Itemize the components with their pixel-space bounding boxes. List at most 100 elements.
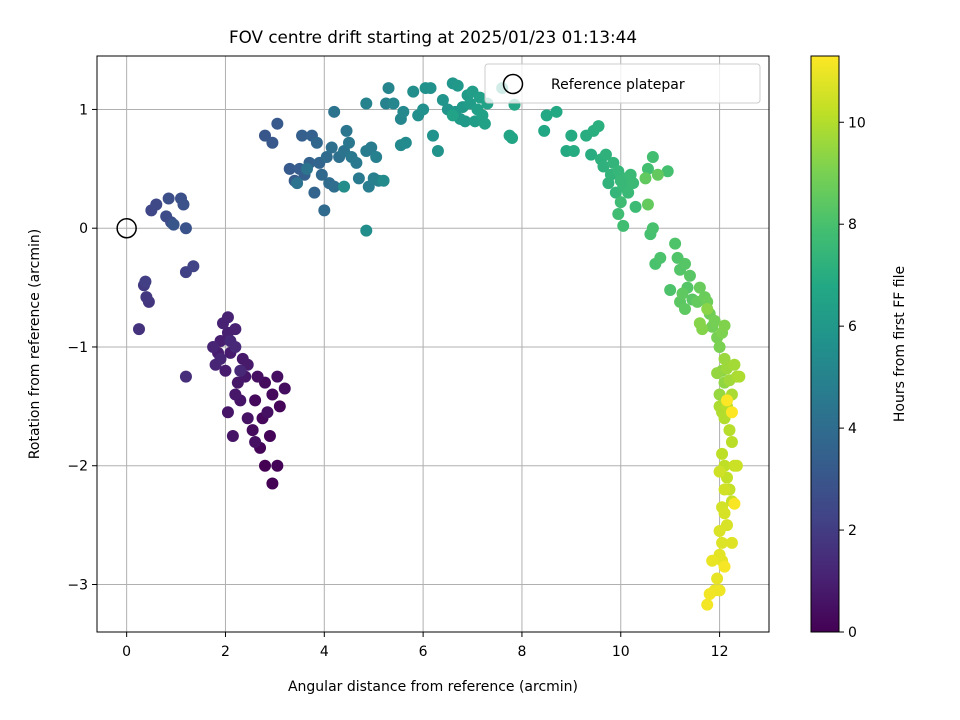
data-point: [565, 129, 578, 142]
data-point: [427, 129, 439, 142]
data-point: [226, 430, 239, 443]
data-point: [407, 85, 420, 98]
x-tick-label: 10: [612, 644, 630, 660]
data-point: [538, 124, 551, 137]
data-point: [451, 79, 464, 92]
data-point: [328, 180, 341, 193]
data-point: [315, 168, 328, 181]
data-point: [725, 406, 738, 419]
data-point: [229, 323, 242, 336]
data-point: [328, 105, 341, 118]
data-point: [177, 198, 190, 211]
data-point: [261, 406, 274, 419]
data-point: [718, 483, 731, 496]
data-point: [693, 317, 706, 330]
data-point: [708, 314, 721, 327]
data-point: [711, 367, 724, 380]
data-point: [629, 200, 642, 213]
data-point: [540, 109, 553, 122]
colorbar-tick-label: 2: [848, 523, 857, 539]
data-point: [730, 459, 743, 472]
data-point: [266, 136, 279, 149]
data-point: [641, 162, 654, 175]
data-point: [352, 172, 365, 185]
data-point: [139, 275, 152, 288]
colorbar-tick-label: 8: [848, 217, 857, 233]
data-point: [187, 260, 200, 273]
colorbar-ticks: 0 2 4 6 8 10: [839, 115, 866, 641]
data-point: [639, 172, 652, 185]
x-tick-label: 12: [711, 644, 729, 660]
data-point: [278, 382, 291, 395]
data-point: [585, 148, 598, 161]
legend-label: Reference platepar: [551, 77, 685, 93]
data-point: [701, 598, 714, 611]
data-point: [221, 406, 234, 419]
data-point: [617, 219, 630, 232]
data-point: [683, 269, 696, 282]
data-point: [150, 198, 163, 211]
data-point: [424, 82, 437, 95]
x-ticks: 0 2 4 6 8 10 12: [122, 632, 729, 660]
y-tick-label: −3: [67, 577, 88, 593]
data-point: [612, 165, 625, 178]
data-point: [229, 388, 242, 401]
data-point: [229, 340, 242, 353]
data-point: [271, 117, 284, 130]
data-point: [446, 109, 459, 122]
data-point: [162, 192, 175, 205]
y-tick-label: 1: [79, 102, 88, 118]
data-point: [214, 352, 227, 365]
data-point: [340, 124, 353, 137]
data-points: [133, 77, 746, 611]
data-point: [271, 459, 284, 472]
data-point: [728, 358, 741, 371]
data-point: [725, 435, 738, 448]
colorbar-tick-label: 4: [848, 421, 857, 437]
data-point: [377, 174, 390, 187]
data-point: [167, 218, 180, 231]
data-point: [718, 352, 731, 365]
data-point: [506, 131, 519, 144]
data-point: [234, 364, 247, 377]
data-point: [592, 120, 605, 133]
data-point: [397, 105, 410, 118]
data-point: [597, 160, 610, 173]
data-point: [728, 497, 741, 510]
data-point: [207, 340, 220, 353]
data-point: [713, 584, 726, 597]
data-point: [550, 105, 563, 118]
data-point: [679, 257, 691, 270]
data-point: [713, 340, 726, 353]
data-point: [221, 311, 234, 324]
data-point: [718, 507, 731, 520]
data-point: [301, 162, 313, 175]
data-point: [249, 394, 262, 407]
data-point: [360, 224, 373, 237]
data-point: [478, 117, 491, 130]
x-tick-label: 4: [320, 644, 329, 660]
data-point: [246, 424, 259, 437]
data-point: [140, 291, 153, 304]
data-point: [271, 370, 284, 383]
data-point: [654, 251, 667, 264]
data-point: [721, 394, 733, 407]
data-point: [308, 186, 321, 199]
data-point: [338, 180, 351, 193]
legend: Reference platepar: [484, 63, 761, 104]
data-point: [382, 82, 395, 95]
data-point: [320, 150, 333, 163]
data-point: [627, 177, 640, 190]
data-point: [716, 536, 729, 549]
data-point: [459, 115, 472, 128]
reference-layer: [116, 217, 137, 239]
x-axis-label: Angular distance from reference (arcmin): [288, 679, 578, 695]
data-point: [273, 400, 286, 413]
plot-frame: [96, 55, 770, 633]
data-point: [622, 186, 635, 199]
grid: [97, 56, 769, 632]
y-axis-label: Rotation from reference (arcmin): [27, 229, 43, 459]
data-point: [219, 364, 232, 377]
data-point: [318, 204, 331, 217]
data-point: [713, 525, 726, 538]
